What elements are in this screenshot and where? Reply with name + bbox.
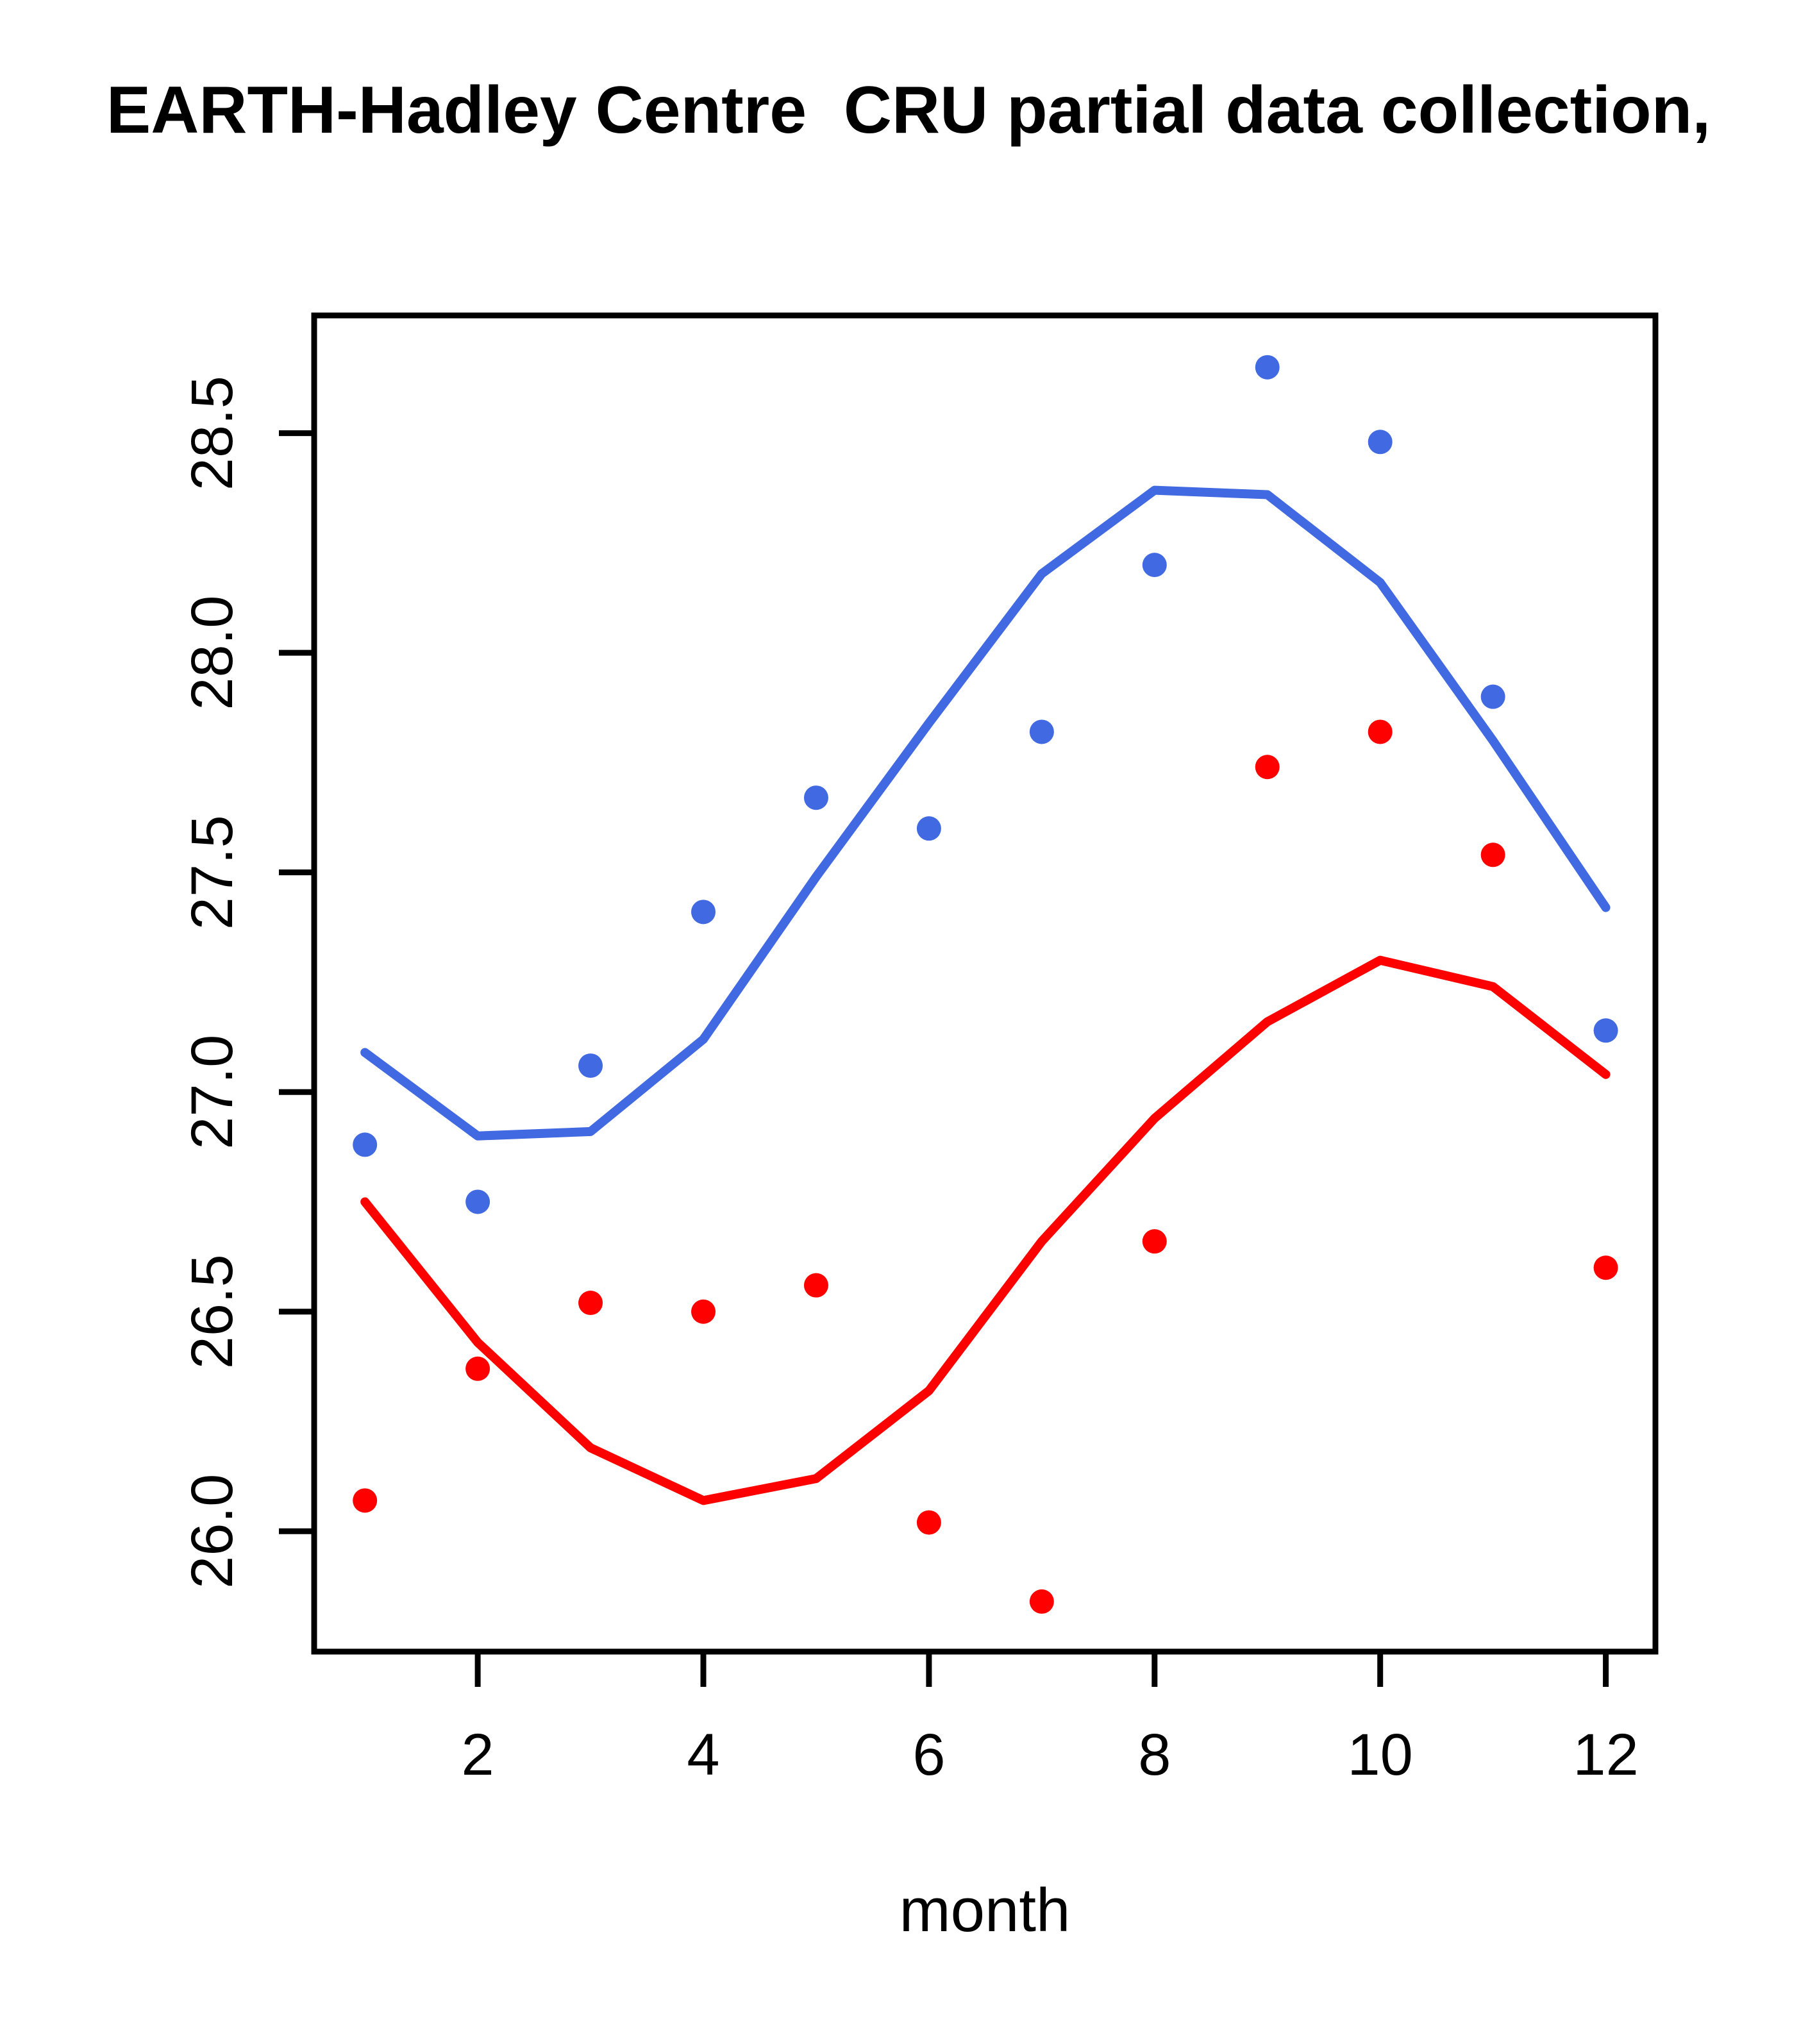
blue-scatter-point	[1368, 430, 1393, 455]
blue-scatter-point	[916, 816, 941, 841]
y-axis-tick-label: 26.5	[180, 1254, 245, 1369]
x-axis-tick-label: 4	[687, 1722, 719, 1788]
chart-title: EARTH-Hadley Centre CRU partial data col…	[106, 73, 1711, 147]
red-scatter-point	[1029, 1589, 1054, 1614]
data-series	[353, 355, 1618, 1614]
x-axis-tick-label: 12	[1573, 1722, 1638, 1788]
x-axis-tick-label: 8	[1138, 1722, 1171, 1788]
y-axis-tick-label: 28.0	[180, 596, 245, 710]
red-scatter-point	[1368, 719, 1393, 744]
blue-scatter-point	[1593, 1018, 1618, 1043]
blue-fit-line	[360, 485, 1611, 1141]
y-axis-tick-label: 26.0	[180, 1474, 245, 1589]
red-fit-line	[360, 955, 1611, 1505]
blue-scatter-point	[465, 1189, 490, 1214]
red-scatter-point	[691, 1299, 716, 1324]
blue-scatter-point	[1142, 553, 1167, 578]
x-axis-ticks: 2 4 6 8 10 12	[462, 1652, 1639, 1788]
blue-scatter-point	[1029, 719, 1054, 744]
blue-scatter-point	[803, 785, 828, 810]
blue-scatter-point	[1255, 355, 1280, 380]
x-axis-tick-label: 6	[912, 1722, 945, 1788]
x-axis-label: month	[900, 1876, 1071, 1945]
y-axis-tick-label: 27.5	[180, 815, 245, 930]
red-scatter-point	[1255, 755, 1280, 780]
red-scatter-point	[1480, 842, 1505, 867]
x-axis-tick-label: 10	[1348, 1722, 1413, 1788]
red-scatter-point	[803, 1273, 828, 1298]
red-scatter-point	[1593, 1255, 1618, 1280]
red-scatter-point	[578, 1291, 603, 1316]
y-axis-tick-label: 28.5	[180, 376, 245, 490]
blue-scatter-point	[353, 1132, 378, 1157]
blue-scatter-point	[691, 900, 716, 925]
red-scatter-point	[465, 1356, 490, 1381]
red-scatter-point	[1142, 1229, 1167, 1254]
blue-scatter-point	[578, 1053, 603, 1078]
y-axis-ticks: 26.0 26.5 27.0 27.5 28.0 28.5	[180, 376, 314, 1589]
y-axis-tick-label: 27.0	[180, 1035, 245, 1150]
red-scatter-point	[353, 1488, 378, 1513]
blue-scatter-point	[1480, 684, 1505, 709]
plot-border	[311, 312, 1659, 1655]
x-axis-tick-label: 2	[462, 1722, 494, 1788]
red-scatter-point	[916, 1510, 941, 1535]
